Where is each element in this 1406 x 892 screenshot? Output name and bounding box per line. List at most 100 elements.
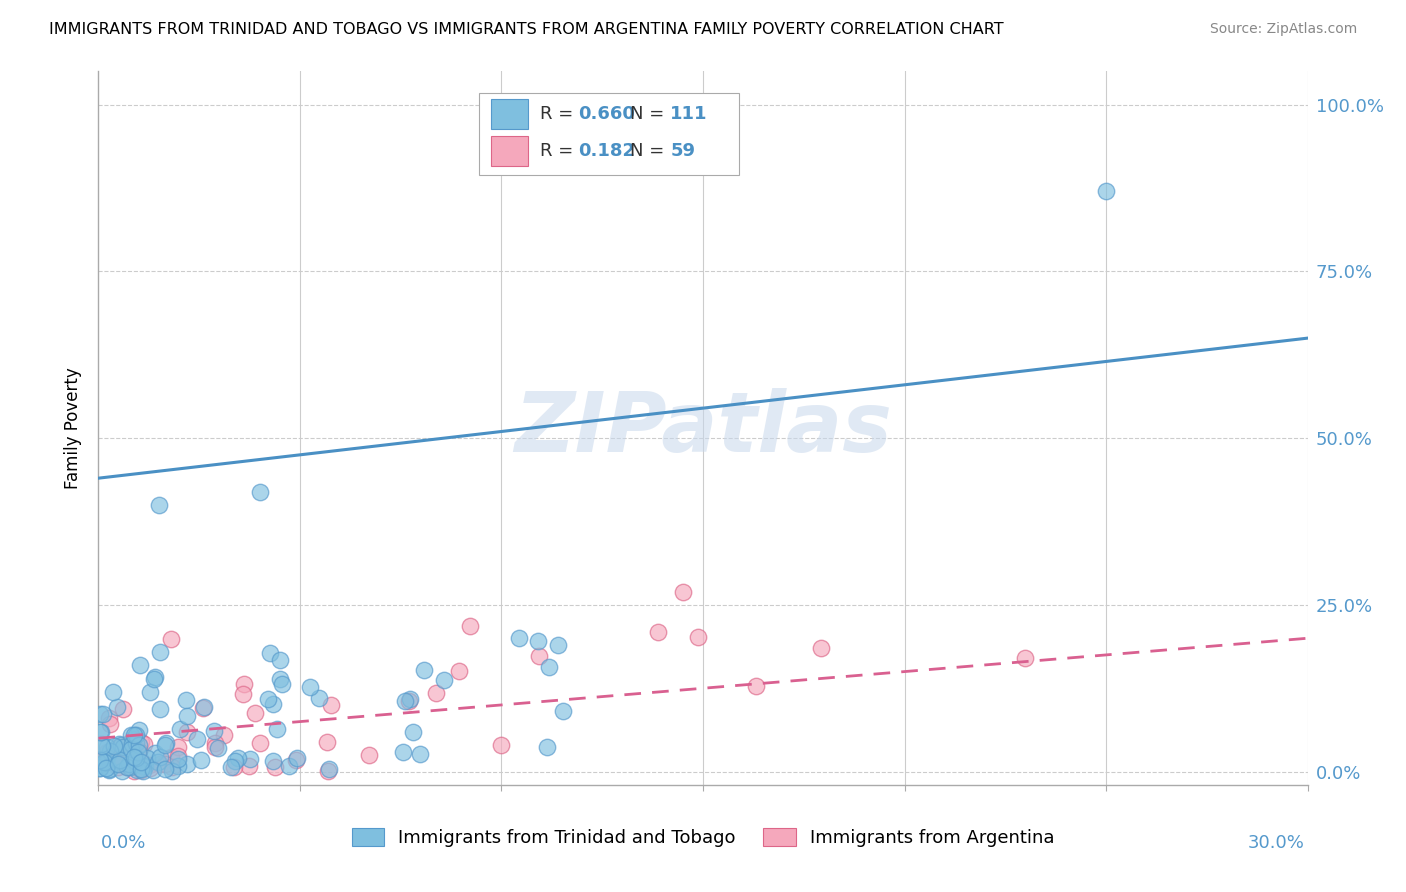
Point bbox=[96, 746, 118, 760]
Point bbox=[155, 738, 177, 752]
Point bbox=[193, 699, 215, 714]
Point bbox=[101, 685, 124, 699]
Point bbox=[190, 753, 212, 767]
Point bbox=[447, 664, 470, 678]
Text: Source: ZipAtlas.com: Source: ZipAtlas.com bbox=[1209, 22, 1357, 37]
Text: N =: N = bbox=[630, 105, 671, 123]
Text: 30.0%: 30.0% bbox=[1249, 834, 1305, 852]
Point bbox=[87, 761, 110, 775]
Point bbox=[315, 735, 337, 749]
Point bbox=[508, 632, 530, 646]
Point bbox=[146, 755, 169, 769]
Point bbox=[257, 692, 280, 706]
Point bbox=[105, 700, 128, 714]
Point bbox=[115, 760, 138, 774]
Point bbox=[128, 738, 150, 752]
Point bbox=[121, 737, 143, 751]
Point bbox=[167, 759, 190, 773]
Point bbox=[270, 677, 292, 691]
Point bbox=[149, 702, 172, 716]
Point bbox=[176, 709, 198, 723]
Point bbox=[458, 619, 481, 633]
FancyBboxPatch shape bbox=[479, 93, 740, 175]
Point bbox=[110, 739, 132, 753]
Point bbox=[167, 739, 190, 754]
Point bbox=[107, 757, 129, 772]
Point bbox=[262, 697, 284, 711]
Point bbox=[125, 728, 148, 742]
Point bbox=[115, 760, 138, 774]
Text: 111: 111 bbox=[671, 105, 707, 123]
Point bbox=[526, 633, 548, 648]
Point bbox=[285, 750, 308, 764]
Point bbox=[672, 584, 695, 599]
Point bbox=[219, 760, 242, 774]
Point bbox=[138, 757, 160, 772]
Point bbox=[155, 736, 177, 750]
Point bbox=[90, 724, 112, 739]
Point bbox=[357, 748, 380, 763]
Point bbox=[129, 657, 152, 672]
Point bbox=[207, 741, 229, 756]
Point bbox=[433, 673, 456, 687]
Point bbox=[96, 750, 118, 764]
Point bbox=[94, 761, 117, 775]
Point bbox=[527, 649, 550, 664]
Point bbox=[249, 484, 271, 499]
Point bbox=[132, 764, 155, 779]
Point bbox=[89, 753, 111, 767]
Point bbox=[553, 704, 575, 718]
Point bbox=[232, 687, 254, 701]
Point bbox=[263, 760, 285, 774]
Point bbox=[284, 753, 307, 767]
Point bbox=[98, 717, 121, 731]
Point bbox=[124, 764, 146, 778]
Point bbox=[425, 686, 447, 700]
Point bbox=[101, 752, 124, 766]
Point bbox=[243, 706, 266, 720]
Point bbox=[224, 754, 246, 768]
Point bbox=[124, 755, 146, 769]
Point bbox=[125, 763, 148, 777]
Point bbox=[398, 691, 420, 706]
Text: IMMIGRANTS FROM TRINIDAD AND TOBAGO VS IMMIGRANTS FROM ARGENTINA FAMILY POVERTY : IMMIGRANTS FROM TRINIDAD AND TOBAGO VS I… bbox=[49, 22, 1004, 37]
Point bbox=[100, 745, 122, 759]
Point bbox=[537, 659, 560, 673]
Point bbox=[810, 640, 832, 655]
Point bbox=[398, 694, 420, 708]
Point bbox=[108, 753, 131, 767]
Point bbox=[134, 759, 156, 773]
Point bbox=[139, 685, 162, 699]
Point bbox=[132, 759, 155, 773]
Point bbox=[262, 754, 284, 768]
Point bbox=[298, 680, 321, 694]
Text: ZIPatlas: ZIPatlas bbox=[515, 388, 891, 468]
FancyBboxPatch shape bbox=[492, 136, 527, 166]
Point bbox=[160, 764, 183, 779]
Point bbox=[111, 764, 134, 779]
Point bbox=[202, 724, 225, 739]
Text: N =: N = bbox=[630, 143, 671, 161]
Text: 0.660: 0.660 bbox=[578, 105, 636, 123]
Point bbox=[112, 740, 135, 755]
Point bbox=[153, 762, 176, 776]
Text: 0.182: 0.182 bbox=[578, 143, 636, 161]
Point bbox=[174, 693, 197, 707]
Point bbox=[122, 731, 145, 746]
Point bbox=[89, 724, 111, 739]
Point bbox=[127, 745, 149, 759]
Point bbox=[131, 755, 153, 769]
Point bbox=[149, 750, 172, 764]
Point bbox=[409, 747, 432, 761]
Point bbox=[176, 725, 198, 739]
Point bbox=[103, 739, 125, 754]
Point bbox=[1095, 185, 1118, 199]
Point bbox=[120, 728, 142, 742]
Point bbox=[138, 761, 160, 775]
Point bbox=[125, 736, 148, 750]
Point bbox=[153, 757, 176, 772]
Point bbox=[118, 759, 141, 773]
Point bbox=[266, 722, 288, 736]
Point bbox=[108, 754, 131, 768]
Point bbox=[94, 756, 117, 770]
